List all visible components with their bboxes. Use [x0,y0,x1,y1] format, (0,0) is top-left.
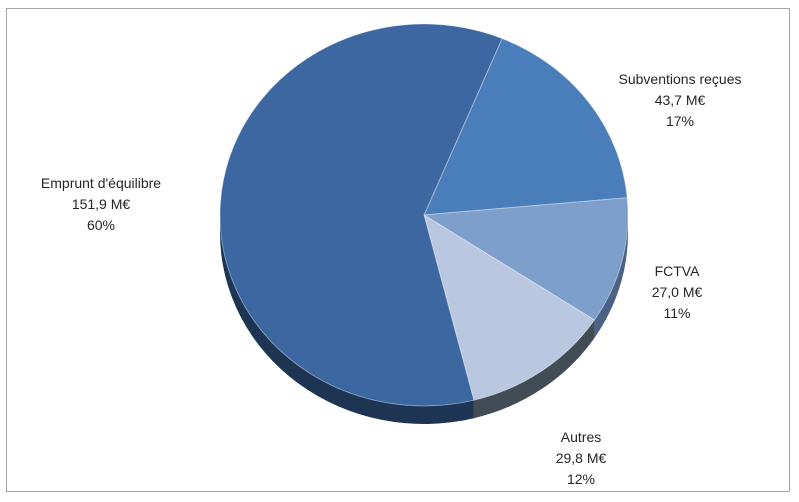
pie-slice-Autres [423,213,596,401]
slice-label-emprunt: Emprunt d'équilibre 151,9 M€ 60% [21,173,181,236]
slice-label-subventions: Subventions reçues 43,7 M€ 17% [590,69,770,132]
pie-slice-FCTVA [422,197,629,321]
pie-side-walls [220,215,628,424]
slice-value: 27,0 M€ [651,284,703,300]
chart-area: Subventions reçues 43,7 M€ 17% FCTVA 27,… [6,8,790,492]
slice-label-autres: Autres 29,8 M€ 12% [521,427,641,490]
slice-value: 151,9 M€ [71,196,131,212]
slice-percent: 11% [663,305,691,321]
pie-slice-Subventions reçues [423,37,628,216]
slice-percent: 60% [86,217,116,233]
slice-percent: 12% [566,471,596,487]
slice-name: Autres [560,429,602,445]
pie-slices [219,23,629,407]
slice-percent: 17% [665,113,695,129]
slice-name: Subventions reçues [618,71,742,87]
slice-value: 29,8 M€ [555,450,607,466]
pie-slice-Emprunt d'équilibre [219,23,503,407]
slice-name: Emprunt d'équilibre [40,175,162,191]
slice-name: FCTVA [654,263,700,279]
pie-side-Autres [473,319,595,419]
pie-chart [219,23,629,424]
pie-side-FCTVA [594,215,628,338]
slice-label-fctva: FCTVA 27,0 M€ 11% [607,261,747,324]
slice-value: 43,7 M€ [654,92,706,108]
